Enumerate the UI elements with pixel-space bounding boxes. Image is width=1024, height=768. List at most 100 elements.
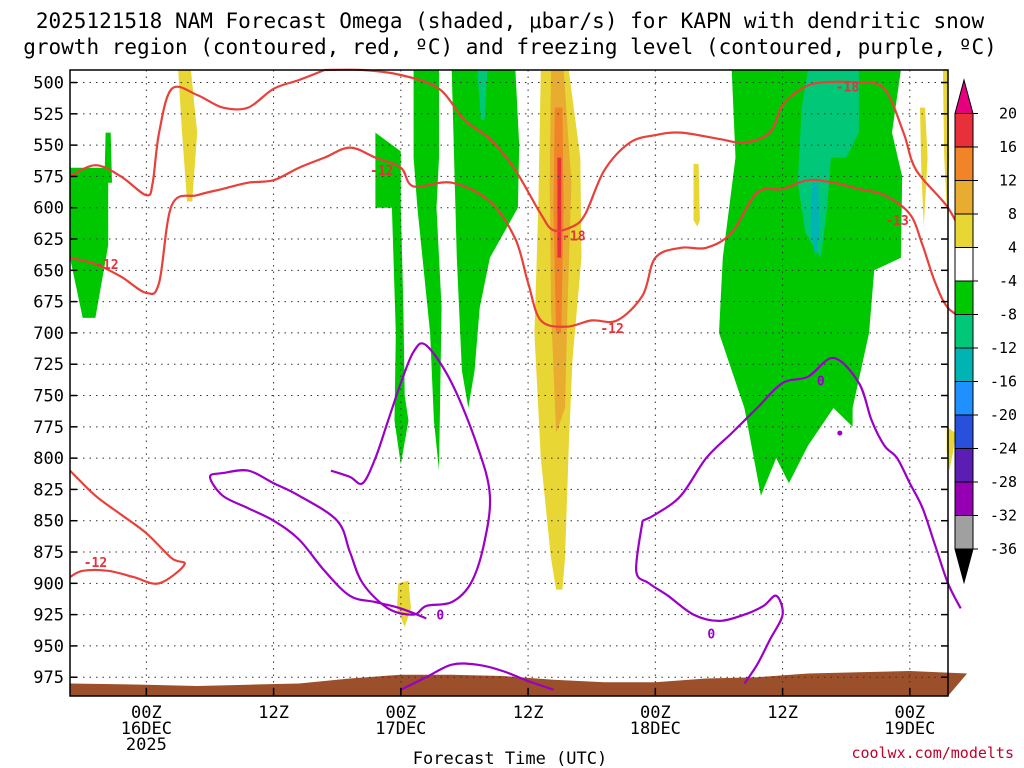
y-tick-label: 925 (33, 606, 64, 626)
colorbar-bin (954, 515, 974, 550)
freezing-contours (208, 342, 962, 691)
colorbar-label: -32 (990, 507, 1017, 525)
contour-label: -12 (370, 164, 393, 179)
y-tick-label: 500 (33, 74, 64, 94)
x-tick-label: 00Z (640, 703, 671, 723)
y-tick-label: 800 (33, 449, 64, 469)
omega-region-sinking-18dec-max (557, 157, 562, 258)
colorbar-label: -4 (999, 272, 1017, 290)
y-tick-label: 750 (33, 387, 64, 407)
omega-region-sinking-19dec-mid (920, 107, 928, 227)
colorbar-bin (954, 146, 974, 181)
x-tick-label: 16DEC (121, 719, 172, 739)
y-tick-label: 725 (33, 355, 64, 375)
colorbar-bin (954, 314, 974, 349)
y-tick-label: 950 (33, 637, 64, 657)
y-tick-label: 675 (33, 293, 64, 313)
colorbar-label: 12 (999, 172, 1017, 190)
omega-region-ascent-18dec-broad (719, 70, 903, 496)
dgz-contours (69, 68, 969, 585)
contour-label: 0 (707, 627, 715, 642)
x-tick-label: 00Z (131, 703, 162, 723)
y-tick-label: 700 (33, 324, 64, 344)
chart-title-line1: 2025121518 NAM Forecast Omega (shaded, μ… (36, 9, 985, 33)
y-tick-label: 850 (33, 512, 64, 532)
omega-shading (70, 70, 956, 628)
y-tick-label: 975 (33, 668, 64, 688)
freezing-contour-0 (642, 356, 962, 609)
terrain-surface (70, 671, 968, 696)
y-axis: 500 525 550 575 600 625 650 675 700 725 750 775 800 8… (33, 74, 948, 688)
omega-region-ascent-16dec-early (70, 167, 109, 318)
y-tick-label: 650 (33, 261, 64, 281)
x-tick-label: 12Z (767, 703, 798, 723)
colorbar-label: -36 (990, 540, 1017, 558)
contour-label: -12 (84, 556, 107, 571)
colorbar-label: 4 (1008, 239, 1017, 257)
contour-label: 0 (817, 374, 825, 389)
y-tick-label: 525 (33, 105, 64, 125)
chart-title-line2: growth region (contoured, red, ºC) and f… (23, 35, 997, 59)
colorbar-bin (954, 180, 974, 215)
terrain-layer (70, 671, 968, 696)
colorbar-bin (954, 381, 974, 416)
contour-label: -18 (836, 80, 860, 95)
credit-text: coolwx.com/modelts (851, 744, 1014, 762)
x-tick-label: 2025 (126, 735, 167, 755)
colorbar-label: 8 (1008, 205, 1017, 223)
omega-region-sinking-17dec-small (397, 580, 411, 628)
x-tick-label: 12Z (513, 703, 544, 723)
colorbar: 20 16 12 8 4 -4 -8 -12 -16 -20 -24 -28 -32 -36 (954, 78, 1017, 585)
omega-region-ascent-18dec-teal (810, 182, 820, 258)
y-tick-label: 550 (33, 136, 64, 156)
contour-label: -18 (562, 229, 586, 244)
plot-frame (69, 69, 949, 697)
omega-region-ascent-17dec-west (375, 132, 409, 465)
colorbar-label: 20 (999, 105, 1017, 123)
colorbar-label: -12 (990, 339, 1017, 357)
y-tick-label: 625 (33, 230, 64, 250)
colorbar-label: -16 (990, 373, 1017, 391)
dgz-contour--12 (69, 68, 325, 197)
colorbar-bin (954, 247, 974, 282)
contour-labels: -18 -12 -13 -18 -12 -12 -12 0 0 0 (84, 80, 909, 642)
x-tick-label: 17DEC (375, 719, 426, 739)
colorbar-bin (954, 113, 974, 148)
contour-label: 0 (436, 609, 444, 624)
x-tick-label: 12Z (258, 703, 289, 723)
x-axis-label: Forecast Time (UTC) (413, 749, 607, 768)
contour-label: -13 (885, 214, 908, 229)
freezing-contour-0 (635, 520, 784, 685)
freezing-contour-0 (208, 342, 492, 620)
colorbar-label: -8 (999, 306, 1017, 324)
colorbar-label: -20 (990, 406, 1017, 424)
y-tick-label: 600 (33, 199, 64, 219)
x-tick-label: 00Z (894, 703, 925, 723)
omega-region-sinking-18dec-thin (693, 163, 700, 227)
y-tick-label: 775 (33, 418, 64, 438)
dgz-contour--12 (69, 469, 186, 585)
colorbar-label: -24 (990, 440, 1017, 458)
dgz-contour--12 (69, 146, 968, 328)
y-tick-label: 825 (33, 480, 64, 500)
y-tick-label: 875 (33, 543, 64, 563)
colorbar-bin-bottom (954, 548, 974, 585)
contour-label: -12 (600, 322, 623, 337)
colorbar-bin (954, 347, 974, 382)
contour-label: -12 (95, 258, 118, 273)
colorbar-bin-top (954, 78, 974, 114)
y-tick-label: 575 (33, 167, 64, 187)
colorbar-bin (954, 280, 974, 315)
y-tick-label: 900 (33, 574, 64, 594)
x-tick-label: 18DEC (630, 719, 681, 739)
colorbar-label: 16 (999, 138, 1017, 156)
x-tick-label: 19DEC (884, 719, 935, 739)
colorbar-bin (954, 414, 974, 449)
omega-region-ascent-16dec-narrow (104, 132, 112, 183)
x-tick-label: 00Z (385, 703, 416, 723)
freezing-contour-0 (400, 662, 554, 691)
colorbar-bin (954, 448, 974, 483)
omega-region-sinking-19dec-low (946, 426, 956, 471)
